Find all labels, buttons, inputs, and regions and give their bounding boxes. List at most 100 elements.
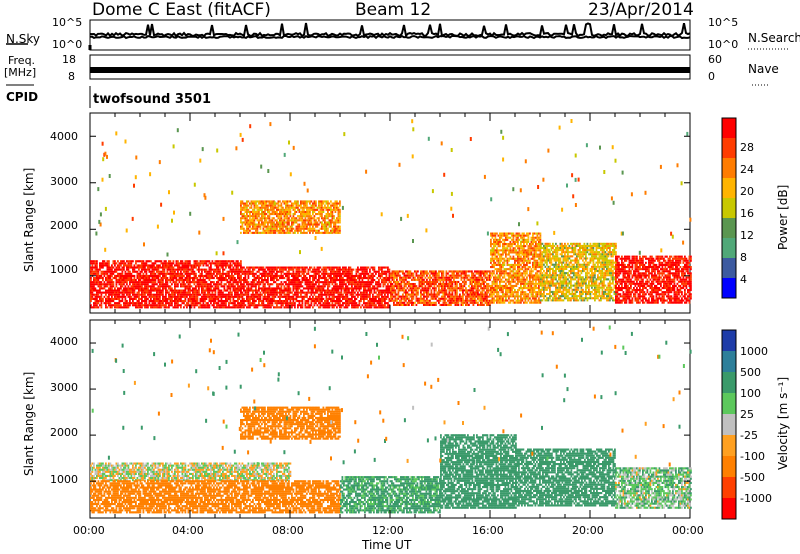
- power-cell: [148, 274, 151, 277]
- power-cell: [442, 287, 445, 290]
- power-cell: [271, 268, 274, 271]
- power-cell: [219, 306, 221, 309]
- power-cell: [151, 266, 154, 269]
- power-cell: [339, 268, 341, 271]
- power-cell: [144, 293, 146, 296]
- power-cell: [375, 295, 377, 298]
- power-cell: [303, 274, 305, 277]
- power-cell: [135, 287, 137, 290]
- power-cell: [220, 291, 223, 294]
- power-cell: [361, 272, 364, 275]
- power-cell: [369, 285, 371, 288]
- power-cell: [252, 283, 254, 286]
- power-cell: [211, 262, 214, 265]
- power-cell: [118, 297, 121, 300]
- power-cell: [521, 299, 524, 302]
- power-cell: [406, 280, 409, 283]
- power-cell: [241, 270, 244, 273]
- power-cell: [307, 281, 310, 284]
- power-cell: [518, 266, 521, 269]
- power-cell: [106, 279, 109, 282]
- power-cell: [274, 289, 277, 292]
- power-cell: [222, 306, 224, 309]
- power-cell: [271, 297, 274, 300]
- power-cell: [327, 291, 329, 294]
- power-cell: [336, 297, 338, 300]
- power-cell: [503, 301, 506, 304]
- power-cell: [129, 281, 131, 284]
- power-cell: [226, 260, 229, 263]
- power-cell: [351, 293, 353, 296]
- power-cell: [292, 270, 295, 273]
- power-cell: [409, 293, 412, 296]
- power-cell: [174, 264, 176, 267]
- power-cell: [238, 277, 241, 280]
- power-cell: [148, 304, 151, 307]
- power-cell: [187, 270, 190, 273]
- power-cell: [201, 304, 203, 307]
- power-cell: [234, 272, 236, 275]
- power-cell: [396, 297, 398, 300]
- power-cell: [196, 268, 199, 271]
- power-cell: [372, 293, 374, 296]
- power-cell: [466, 276, 469, 279]
- power-cell: [121, 277, 124, 280]
- power-cell: [97, 270, 100, 273]
- power-cell: [156, 268, 158, 271]
- power-cell: [438, 270, 440, 273]
- power-cell: [189, 295, 191, 298]
- power-cell: [240, 300, 242, 303]
- power-cell: [442, 301, 445, 304]
- power-cell: [123, 281, 125, 284]
- power-cell: [277, 302, 280, 305]
- power-cell: [111, 289, 113, 292]
- power-cell: [238, 297, 241, 300]
- power-cell: [136, 285, 139, 288]
- power-cell: [297, 279, 299, 282]
- power-cell: [253, 300, 256, 303]
- power-cell: [286, 304, 289, 307]
- power-cell: [90, 283, 92, 286]
- power-cell: [319, 306, 322, 309]
- power-cell: [157, 306, 160, 309]
- power-cell: [402, 303, 404, 306]
- power-cell: [267, 306, 269, 309]
- power-cell: [402, 287, 404, 290]
- power-cell: [444, 285, 446, 288]
- power-cell: [306, 287, 308, 290]
- power-cell: [337, 291, 340, 294]
- power-cell: [174, 295, 176, 298]
- power-cell: [229, 279, 232, 282]
- power-cell: [196, 304, 199, 307]
- power-cell: [190, 293, 193, 296]
- power-cell: [394, 285, 397, 288]
- power-cell: [291, 279, 293, 282]
- power-cell: [192, 277, 194, 280]
- power-cell: [127, 293, 130, 296]
- power-cell: [172, 270, 175, 273]
- power-cell: [333, 272, 335, 275]
- power-cell: [444, 283, 446, 286]
- power-cell: [132, 274, 134, 277]
- power-cell: [219, 289, 221, 292]
- power-cell: [205, 270, 208, 273]
- power-cell: [264, 279, 266, 282]
- power-cell: [115, 277, 118, 280]
- power-cell: [279, 287, 281, 290]
- power-cell: [300, 304, 302, 307]
- power-cell: [108, 291, 110, 294]
- power-cell: [156, 277, 158, 280]
- power-cell: [279, 270, 281, 273]
- power-cell: [144, 264, 146, 267]
- power-cell: [205, 295, 208, 298]
- power-cell: [319, 270, 322, 273]
- power-cell: [139, 293, 142, 296]
- power-cell: [265, 291, 268, 294]
- power-cell: [345, 266, 347, 269]
- power-cell: [405, 291, 407, 294]
- power-cell: [526, 276, 528, 279]
- power-cell: [454, 299, 457, 302]
- power-cell: [280, 295, 283, 298]
- power-cell: [268, 302, 271, 305]
- power-cell: [312, 297, 314, 300]
